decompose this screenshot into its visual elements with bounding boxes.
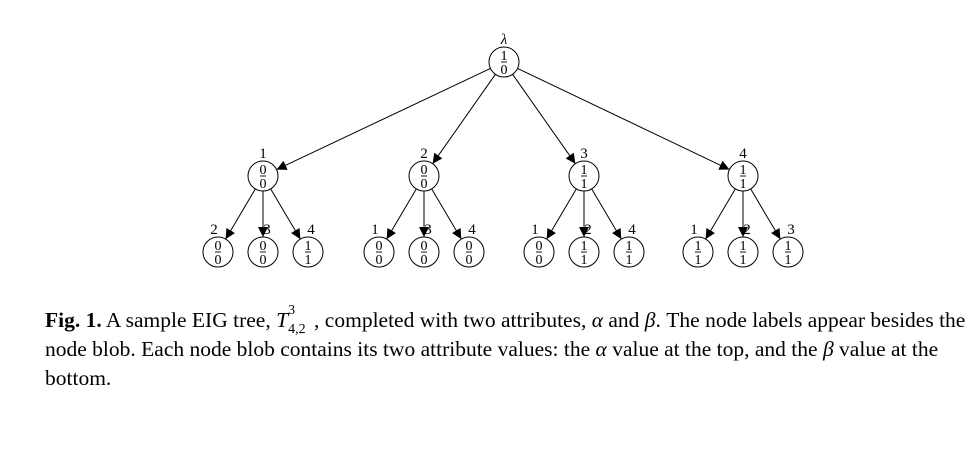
- tree-symbol-base: T: [276, 308, 289, 332]
- beta-symbol: β: [822, 337, 834, 361]
- node-beta-value: 0: [536, 253, 543, 268]
- tree-leaf-node: 003: [247, 222, 279, 268]
- figure-caption: Fig. 1. A sample EIG tree, T 3 4,2 , comple…: [45, 303, 970, 393]
- node-beta-value: 1: [581, 177, 588, 192]
- node-alpha-value: 0: [260, 163, 267, 178]
- tree-leaf-node: 001: [363, 222, 395, 268]
- caption-text: . The node labels appear besides the nod…: [45, 308, 966, 361]
- caption-text: A sample EIG tree,: [101, 308, 277, 332]
- node-beta-value: 1: [785, 253, 792, 268]
- caption-text: and: [603, 308, 645, 332]
- node-beta-value: 1: [626, 253, 633, 268]
- node-label: 4: [307, 222, 315, 238]
- node-label: 3: [580, 146, 588, 162]
- node-beta-value: 1: [740, 253, 747, 268]
- tree-leaf-node: 111: [682, 222, 714, 268]
- edge-to-leaf: [386, 188, 417, 240]
- node-label: 1: [531, 222, 539, 238]
- tree-leaf-node: 001: [523, 222, 555, 268]
- node-alpha-value: 1: [501, 49, 508, 64]
- node-label: 2: [584, 222, 592, 238]
- node-beta-value: 0: [421, 253, 428, 268]
- tree-node-level1: 002: [408, 146, 440, 192]
- node-alpha-value: 0: [215, 239, 222, 254]
- node-label: 1: [371, 222, 379, 238]
- node-beta-value: 0: [260, 177, 267, 192]
- node-label: 4: [468, 222, 476, 238]
- node-beta-value: 0: [215, 253, 222, 268]
- edge-to-leaf: [270, 188, 301, 240]
- caption-text: value at the bottom.: [45, 337, 939, 390]
- edge-root-to-node: [512, 73, 576, 165]
- node-alpha-value: 1: [626, 239, 633, 254]
- edge-to-leaf: [705, 188, 736, 240]
- node-beta-value: 1: [305, 253, 312, 268]
- node-label: 1: [259, 146, 267, 162]
- alpha-symbol: α: [591, 308, 603, 332]
- tree-edges: [225, 67, 781, 240]
- root-node: 10 λ: [488, 32, 520, 78]
- alpha-symbol: α: [595, 337, 607, 361]
- tree-symbol-subscript: 4,2: [288, 322, 306, 337]
- tree-node-level1: 113: [568, 146, 600, 192]
- node-alpha-value: 1: [785, 239, 792, 254]
- node-alpha-value: 1: [695, 239, 702, 254]
- node-beta-value: 0: [421, 177, 428, 192]
- node-label: 2: [743, 222, 751, 238]
- node-alpha-value: 0: [466, 239, 473, 254]
- tree-leaf-node: 112: [568, 222, 600, 268]
- tree-leaf-node: 003: [408, 222, 440, 268]
- tree-leaf-node: 113: [772, 222, 804, 268]
- node-label: 4: [739, 146, 747, 162]
- node-alpha-value: 0: [421, 239, 428, 254]
- caption-text: value at the top, and the: [606, 337, 823, 361]
- edge-to-leaf: [591, 188, 622, 240]
- node-label: 3: [424, 222, 432, 238]
- node-beta-value: 0: [376, 253, 383, 268]
- node-beta-value: 0: [260, 253, 267, 268]
- figure-label: Fig. 1.: [45, 308, 102, 332]
- node-alpha-value: 1: [581, 239, 588, 254]
- node-beta-value: 0: [501, 63, 508, 78]
- edge-root-to-node: [517, 68, 730, 170]
- tree-node-level1: 001: [247, 146, 279, 192]
- node-label: 2: [420, 146, 428, 162]
- tree-nodes: 10λ0010020031140020010030041130011121141…: [202, 32, 804, 268]
- node-alpha-value: 1: [740, 239, 747, 254]
- tree-leaf-node: 002: [202, 222, 234, 268]
- node-beta-value: 1: [695, 253, 702, 268]
- tree-leaf-node: 112: [727, 222, 759, 268]
- node-alpha-value: 0: [376, 239, 383, 254]
- tree-leaf-node: 114: [613, 222, 645, 268]
- node-label: λ: [500, 32, 508, 48]
- caption-text: , completed with two attributes,: [314, 308, 592, 332]
- node-beta-value: 1: [581, 253, 588, 268]
- tree-symbol-superscript: 3: [288, 303, 296, 318]
- node-label: 4: [628, 222, 636, 238]
- node-alpha-value: 1: [581, 163, 588, 178]
- tree-node-level1: 114: [727, 146, 759, 192]
- node-alpha-value: 1: [740, 163, 747, 178]
- node-alpha-value: 1: [305, 239, 312, 254]
- node-label: 3: [263, 222, 271, 238]
- beta-symbol: β: [644, 308, 656, 332]
- node-label: 2: [210, 222, 218, 238]
- tree-leaf-node: 004: [453, 222, 485, 268]
- node-label: 3: [787, 222, 795, 238]
- node-beta-value: 0: [466, 253, 473, 268]
- eig-tree-diagram: 10λ0010020031140020010030041130011121141…: [202, 32, 804, 268]
- node-label: 1: [690, 222, 698, 238]
- node-beta-value: 1: [740, 177, 747, 192]
- edge-to-leaf: [546, 188, 577, 240]
- node-alpha-value: 0: [260, 239, 267, 254]
- tree-symbol: T 3 4,2: [276, 303, 314, 337]
- tree-leaf-node: 114: [292, 222, 324, 268]
- edge-to-leaf: [431, 188, 462, 240]
- node-alpha-value: 0: [421, 163, 428, 178]
- edge-to-leaf: [750, 188, 781, 240]
- edge-root-to-node: [276, 67, 491, 171]
- node-alpha-value: 0: [536, 239, 543, 254]
- edge-to-leaf: [225, 188, 256, 240]
- edge-root-to-node: [432, 73, 496, 165]
